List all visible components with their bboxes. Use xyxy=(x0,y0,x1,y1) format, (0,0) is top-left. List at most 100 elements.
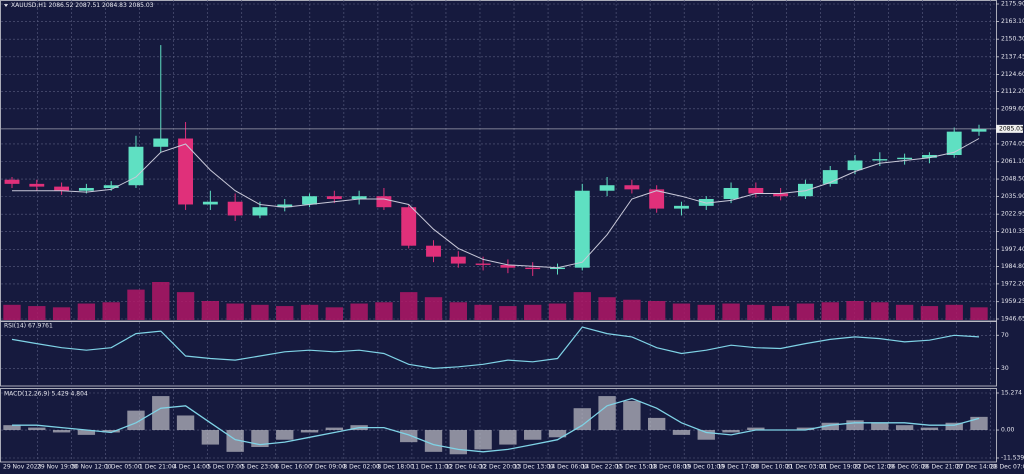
volume-bar xyxy=(598,297,616,320)
x-tick-label: 1 Dec 05:00 xyxy=(105,464,142,471)
volume-bar xyxy=(573,292,591,320)
chart-title: XAUUSD,H1 2086.52 2087.51 2084.83 2085.0… xyxy=(11,2,154,9)
volume-bar xyxy=(424,297,443,320)
x-tick-label: 19 Dec 01:00 xyxy=(684,464,725,471)
volume-bar xyxy=(102,302,120,320)
volume-bar xyxy=(945,304,963,320)
volume-bar xyxy=(350,303,368,320)
candle-body xyxy=(599,185,615,191)
macd-bar xyxy=(3,425,21,431)
candle-body xyxy=(178,138,194,205)
macd-bar xyxy=(127,410,145,431)
macd-bar xyxy=(77,430,96,435)
candle-body xyxy=(723,187,739,199)
candle-body xyxy=(500,264,516,268)
x-tick-label: 12 Dec 20:00 xyxy=(479,464,520,471)
macd-bar xyxy=(474,430,492,450)
y-tick-label: 2163.10 xyxy=(1001,18,1024,25)
macd-bar xyxy=(226,430,244,452)
candle-body xyxy=(475,263,491,265)
y-tick-label: -11.539 xyxy=(1001,455,1024,462)
x-tick-label: 22 Dec 12:00 xyxy=(854,464,895,471)
y-tick-label: 2112.20 xyxy=(1001,88,1024,95)
macd-bar xyxy=(871,422,889,431)
x-tick-label: 14 Dec 06:00 xyxy=(548,464,589,471)
macd-bar xyxy=(52,430,71,433)
volume-bar xyxy=(276,306,294,320)
candle-body xyxy=(54,186,70,191)
y-tick-label: 2048.50 xyxy=(1001,176,1024,183)
x-tick-label: 6 Dec 16:00 xyxy=(275,464,312,471)
candle-body xyxy=(153,138,169,147)
rsi-panel xyxy=(0,321,997,387)
volume-bar xyxy=(325,307,344,320)
x-tick-label: 13 Dec 13:00 xyxy=(514,464,555,471)
candle-body xyxy=(302,196,317,205)
candle-body xyxy=(29,183,45,187)
y-tick-label: 1984.80 xyxy=(1001,263,1024,270)
candle-body xyxy=(698,198,714,206)
macd-bar xyxy=(747,427,765,431)
candle-body xyxy=(525,267,541,270)
macd-bar xyxy=(300,430,319,433)
candle-body xyxy=(624,185,640,190)
macd-bar xyxy=(102,430,120,433)
x-tick-label: 15 Dec 15:00 xyxy=(616,464,657,471)
macd-bar xyxy=(796,427,815,431)
moving-average xyxy=(12,138,980,269)
volume-bar xyxy=(375,302,393,320)
macd-bar xyxy=(400,430,418,443)
x-tick-label: 4 Dec 14:00 xyxy=(173,464,210,471)
y-tick-label: 1946.65 xyxy=(1001,316,1024,323)
volume-bar xyxy=(3,304,21,320)
macd-bar xyxy=(920,427,939,431)
macd-bar xyxy=(201,430,220,445)
volume-bar xyxy=(821,302,839,320)
x-tick-label: 1 Dec 21:00 xyxy=(139,464,176,471)
candle-body xyxy=(202,201,218,205)
y-tick-label: 1959.25 xyxy=(1001,298,1024,305)
x-tick-label: 20 Dec 10:00 xyxy=(752,464,793,471)
volume-bar xyxy=(524,304,542,320)
volume-bar xyxy=(548,303,567,320)
y-tick-label: 1972.20 xyxy=(1001,280,1024,287)
candle-body xyxy=(897,157,913,160)
x-tick-label: 28 Dec 07:00 xyxy=(990,464,1024,471)
x-tick-label: 30 Nov 12:00 xyxy=(71,464,112,471)
macd-bar xyxy=(623,400,641,431)
macd-bar xyxy=(499,430,517,445)
x-tick-label: 26 Dec 21:00 xyxy=(922,464,963,471)
x-tick-label: 7 Dec 09:00 xyxy=(309,464,346,471)
macd-bar xyxy=(573,408,591,431)
candle-body xyxy=(822,170,838,184)
y-tick-label: 2061.10 xyxy=(1001,158,1024,165)
macd-title: MACD(12,26,9) 5.429 4.804 xyxy=(4,391,88,398)
x-tick-label: 8 Dec 02:00 xyxy=(343,464,380,471)
x-tick-label: 5 Dec 07:00 xyxy=(207,464,244,471)
macd-bar xyxy=(846,420,864,431)
volume-bar xyxy=(201,301,220,320)
candle-body xyxy=(574,190,590,268)
volume-bar xyxy=(771,306,790,320)
macd-bar xyxy=(821,422,839,431)
macd-bar xyxy=(424,430,443,452)
macd-bar xyxy=(276,430,294,440)
y-tick-label: 2150.30 xyxy=(1001,36,1024,43)
volume-bar xyxy=(647,301,666,320)
candle-body xyxy=(376,196,392,208)
candle-body xyxy=(426,245,441,257)
volume-bar xyxy=(127,289,145,320)
macd-bar xyxy=(28,427,46,431)
candle-body xyxy=(277,204,293,208)
volume-bar xyxy=(28,306,46,320)
x-tick-label: 19 Dec 17:00 xyxy=(718,464,759,471)
y-tick-label: 0.00 xyxy=(1001,427,1015,434)
volume-bar xyxy=(226,303,244,320)
volume-bar xyxy=(499,306,517,320)
x-tick-label: 18 Dec 08:00 xyxy=(650,464,691,471)
last-price-label: 2085.03 xyxy=(999,125,1024,132)
candle-body xyxy=(550,267,565,270)
macd-bar xyxy=(945,422,963,431)
x-tick-label: 11 Dec 11:00 xyxy=(411,464,452,471)
